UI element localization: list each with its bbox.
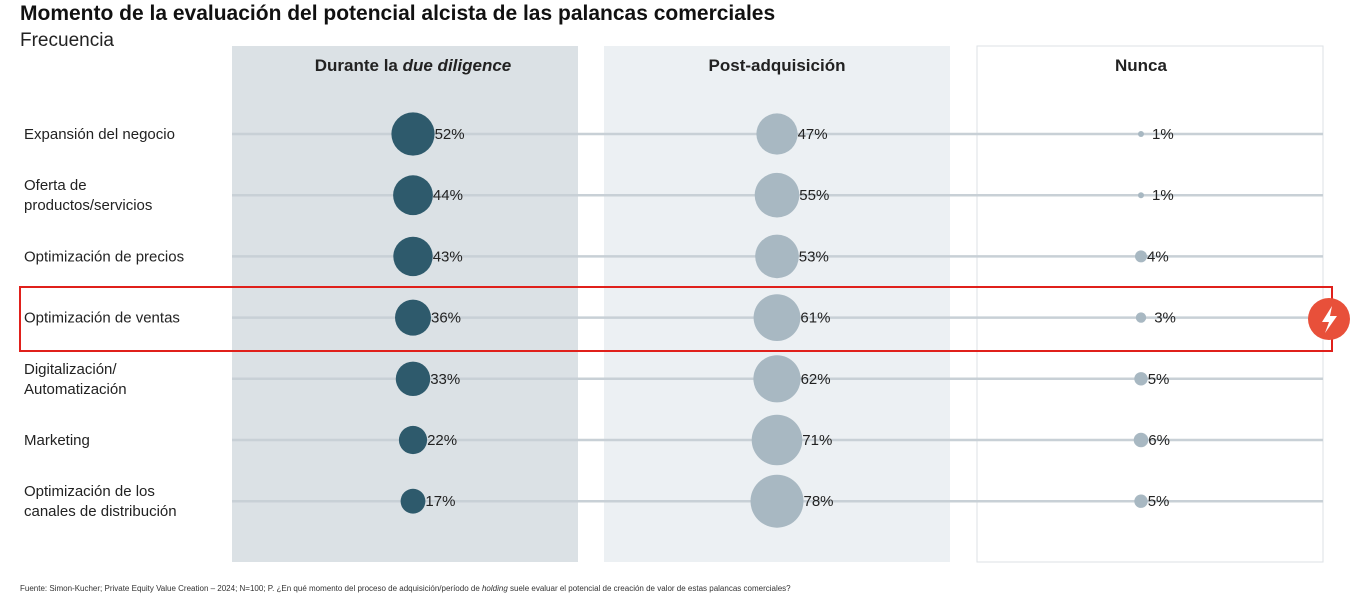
value-label: 61% [800,310,830,327]
bubble [1135,312,1147,323]
value-label: 36% [431,310,461,327]
bubble [750,474,804,528]
chart-title: Momento de la evaluación del potencial a… [20,2,776,25]
value-label: 78% [804,493,834,510]
category-label: Expansión del negocio [24,126,175,143]
chart-row: Oferta de productos/servicios 44% 55% 1% [24,172,1323,218]
chart-row: Digitalización/Automatización 33% 62% 5% [24,355,1323,403]
bubble [756,113,798,155]
value-label: 1% [1152,187,1174,204]
value-label: 53% [799,248,829,265]
chart-row: Marketing 22% 71% 6% [24,414,1323,466]
category-label: Optimización de los canales de distribuci… [24,483,177,520]
chart-rows: Expansión del negocio 52% 47% 1%Oferta de pr… [24,112,1323,528]
value-label: 47% [798,126,828,143]
value-label: 62% [801,371,831,388]
value-label: 6% [1148,432,1170,449]
chart-row: Expansión del negocio 52% 47% 1% [24,112,1323,156]
category-label: Oferta de productos/servicios [24,177,152,214]
value-label: 4% [1147,248,1169,265]
source-note-italic: holding [481,584,508,593]
bubble [395,299,431,336]
bubble [391,112,435,156]
category-label: Optimización de ventas [24,310,180,327]
bubble [395,361,431,396]
bubble [400,488,426,514]
alert-badge [1308,298,1350,340]
value-label: 1% [1152,126,1174,143]
value-label: 52% [435,126,465,143]
column-headers: Durante la due diligence Post-adquisición… [315,56,1168,75]
bubble [754,172,800,218]
bubble [393,175,433,216]
source-note: Fuente: Simon-Kucher; Private Equity Val… [20,584,791,593]
bubble-chart: Durante la due diligence Post-adquisición… [19,45,1350,563]
category-label: Marketing [24,432,90,449]
bubble [1135,250,1147,263]
source-note-prefix: Fuente: Simon-Kucher; Private Equity Val… [20,584,482,593]
bubble [1138,131,1144,137]
chart-row: Optimización de ventas 36% 61% 3% [24,294,1323,341]
category-label: Optimización de precios [24,248,184,265]
bubble [751,414,803,466]
bubble [1134,494,1148,508]
bubble [398,425,428,455]
bubble [1133,432,1149,448]
source-note-suffix: suele evaluar el potencial de creación d… [507,584,791,593]
value-label: 22% [427,432,457,449]
lightning-bolt-shape [1322,306,1337,333]
bubble [1134,372,1148,386]
value-label: 44% [433,187,463,204]
value-label: 71% [802,432,832,449]
column-background-nunca [976,45,1324,563]
value-label: 5% [1148,493,1170,510]
value-label: 3% [1154,310,1176,327]
value-label: 17% [425,493,455,510]
column-header-2: Nunca [1115,56,1168,75]
column-header-0: Durante la due diligence [315,56,512,75]
bubble [753,294,801,341]
value-label: 43% [433,248,463,265]
chart-subtitle: Frecuencia [20,30,114,51]
chart-row: Optimización de precios 43% 53% 4% [24,234,1323,279]
column-header-1: Post-adquisición [709,56,846,75]
bubble [393,236,433,277]
category-label: Digitalización/Automatización [24,361,127,398]
chart-row: Optimización de los canales de distribuci… [24,474,1323,528]
value-label: 5% [1148,371,1170,388]
bubble [753,355,801,403]
value-label: 55% [799,187,829,204]
value-label: 33% [430,371,460,388]
bubble [1138,192,1144,199]
bubble [755,234,799,279]
